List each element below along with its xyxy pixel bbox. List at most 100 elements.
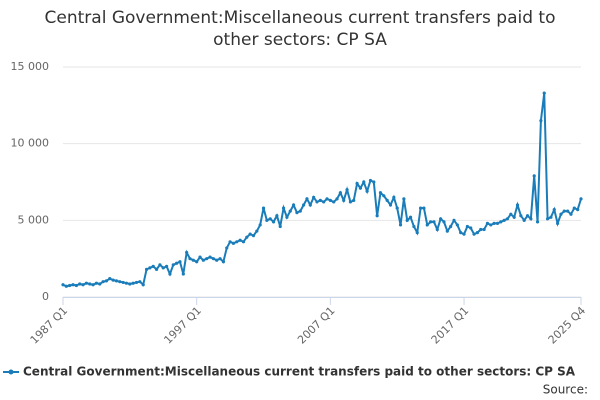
point [395, 206, 399, 210]
point [61, 283, 65, 287]
point [265, 218, 269, 222]
point [312, 195, 316, 199]
point [569, 212, 573, 216]
point [228, 240, 232, 244]
point [342, 198, 346, 202]
point [121, 280, 125, 285]
point [221, 260, 226, 264]
point [211, 257, 215, 261]
point [144, 267, 149, 271]
point [215, 258, 219, 262]
point [175, 261, 179, 265]
point [78, 282, 82, 286]
point [154, 267, 159, 271]
point [308, 203, 312, 207]
point [195, 260, 199, 264]
point [104, 279, 109, 283]
point [124, 281, 129, 285]
point [539, 119, 543, 123]
point [178, 260, 182, 264]
point [552, 208, 556, 212]
x-tick-label: 2007 Q1 [295, 304, 338, 347]
point [315, 200, 319, 204]
point [168, 272, 172, 276]
point [158, 263, 162, 267]
point [332, 200, 336, 204]
point [134, 280, 139, 285]
legend-marker [8, 369, 14, 375]
point [84, 281, 88, 285]
point [74, 283, 78, 288]
point [64, 284, 68, 288]
point [452, 218, 456, 222]
point [375, 214, 379, 218]
y-tick-label: 10 000 [11, 137, 50, 150]
point [405, 218, 409, 222]
point [499, 220, 503, 224]
point [432, 220, 436, 224]
source: Source: [543, 383, 588, 397]
point [208, 255, 212, 259]
point [94, 281, 99, 285]
point [348, 200, 353, 204]
point [392, 195, 396, 199]
point [495, 221, 500, 225]
point [566, 209, 570, 213]
x-tick-label: 2017 Q1 [429, 304, 472, 347]
point [335, 197, 339, 201]
point [572, 206, 576, 210]
point [469, 226, 473, 230]
point [138, 280, 142, 284]
chart-title: Central Government:Miscellaneous current… [45, 8, 556, 28]
x-tick-label: 2025 Q4 [546, 304, 589, 347]
point [412, 224, 416, 229]
point [475, 231, 479, 235]
point [248, 232, 252, 236]
point [485, 221, 490, 225]
x-tick-label: 1987 Q1 [28, 304, 71, 347]
point [542, 91, 546, 95]
point [515, 203, 520, 207]
point [345, 188, 349, 192]
point [268, 217, 272, 221]
point [238, 238, 242, 242]
legend-label: Central Government:Miscellaneous current… [23, 365, 576, 379]
point [201, 258, 205, 262]
point [68, 283, 72, 288]
point [71, 283, 75, 287]
point [188, 257, 192, 261]
point [328, 198, 332, 202]
point [181, 272, 185, 276]
point [98, 282, 102, 286]
point [322, 200, 326, 204]
point [522, 218, 526, 222]
point [91, 283, 95, 287]
point [302, 203, 306, 207]
point [325, 197, 329, 201]
point [251, 234, 256, 238]
point [298, 209, 302, 213]
point [398, 223, 403, 227]
point [88, 282, 92, 286]
point [502, 218, 506, 222]
line [62, 92, 582, 288]
point [435, 227, 439, 232]
point [165, 264, 169, 268]
point [225, 246, 229, 250]
chart-title: other sectors: CP SA [213, 30, 387, 50]
point [111, 278, 115, 282]
point [352, 198, 356, 202]
point [171, 263, 175, 267]
point [185, 250, 189, 255]
point [408, 215, 413, 219]
point [281, 206, 286, 210]
point [382, 194, 386, 198]
point [562, 209, 566, 213]
point [525, 214, 530, 218]
point [161, 266, 165, 270]
point [114, 279, 119, 283]
point [258, 223, 262, 227]
point [439, 217, 443, 221]
point [108, 277, 112, 281]
